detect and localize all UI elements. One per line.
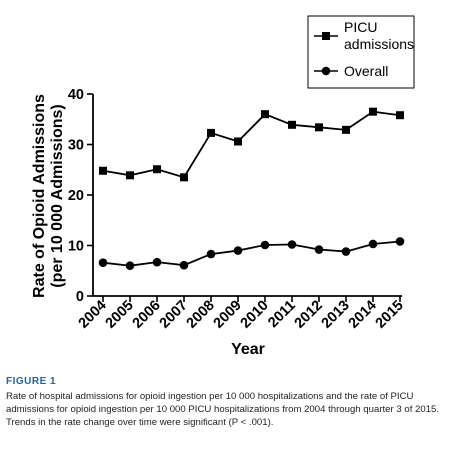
x-tick-label: 2006: [130, 298, 164, 332]
data-point-picu: [288, 120, 296, 129]
series-layer: [98, 107, 405, 271]
data-point-picu: [153, 165, 161, 174]
legend: PICU admissions Overall: [307, 15, 415, 89]
data-point-picu: [315, 123, 323, 132]
data-point-picu: [126, 171, 134, 180]
data-point-picu: [369, 107, 377, 116]
data-point-picu: [261, 110, 269, 119]
data-point-overall: [152, 257, 162, 267]
legend-label-picu-line1: PICU: [344, 19, 377, 35]
x-tick-label: 2009: [211, 298, 245, 332]
y-tick-label: 0: [76, 289, 84, 305]
x-tick-label: 2008: [184, 298, 218, 332]
legend-marker-square: [322, 32, 330, 40]
x-axis-title: Year: [231, 341, 265, 358]
data-point-picu: [99, 166, 107, 175]
data-point-overall: [368, 239, 378, 249]
data-point-overall: [287, 240, 297, 249]
data-point-picu: [180, 173, 188, 182]
y-tick-label: 40: [68, 87, 84, 103]
x-tick-label: 2007: [157, 298, 191, 332]
data-point-overall: [341, 247, 351, 256]
x-ticks: 2004200520062007200820092010201120122013…: [76, 296, 407, 332]
caption-label: FIGURE 1: [6, 376, 57, 387]
data-point-overall: [233, 246, 243, 255]
legend-box: [307, 15, 415, 89]
figure-caption: FIGURE 1 Rate of hospital admissions for…: [6, 376, 452, 429]
data-point-picu: [207, 128, 215, 137]
data-point-overall: [206, 249, 216, 259]
data-point-overall: [314, 245, 324, 254]
x-tick-label: 2012: [292, 298, 326, 332]
x-tick-label: 2011: [265, 298, 299, 332]
x-tick-label: 2010: [238, 298, 272, 332]
data-point-overall: [395, 237, 405, 246]
y-ticks: 0 10 20 30 40: [68, 87, 93, 305]
x-tick-label: 2015: [373, 298, 407, 332]
x-tick-label: 2014: [346, 298, 380, 332]
y-tick-label: 10: [68, 239, 84, 255]
data-point-overall: [260, 240, 270, 250]
legend-label-overall: Overall: [344, 63, 388, 79]
data-point-picu: [342, 125, 350, 134]
series-line-overall: [102, 240, 401, 267]
data-point-overall: [179, 260, 189, 270]
y-tick-label: 20: [68, 188, 84, 204]
data-point-overall: [98, 258, 108, 267]
y-axis-title-line2: (per 10 000 Admissions): [49, 104, 66, 287]
series-line-picu: [102, 110, 401, 179]
caption-text: Rate of hospital admissions for opioid i…: [6, 391, 440, 428]
y-axis-title: Rate of Opioid Admissions (per 10 000 Ad…: [31, 94, 66, 298]
y-axis-title-line1: Rate of Opioid Admissions: [31, 94, 48, 298]
data-point-picu: [396, 111, 404, 120]
legend-label-picu-line2: admissions: [344, 36, 414, 52]
x-tick-label: 2005: [103, 298, 137, 332]
data-point-overall: [125, 261, 135, 271]
y-tick-label: 30: [68, 138, 84, 154]
legend-marker-circle: [321, 66, 331, 76]
line-chart: 0 10 20 30 40 200420052006200720082009201020…: [31, 15, 415, 358]
x-tick-label: 2013: [319, 298, 353, 332]
data-point-picu: [234, 137, 242, 146]
